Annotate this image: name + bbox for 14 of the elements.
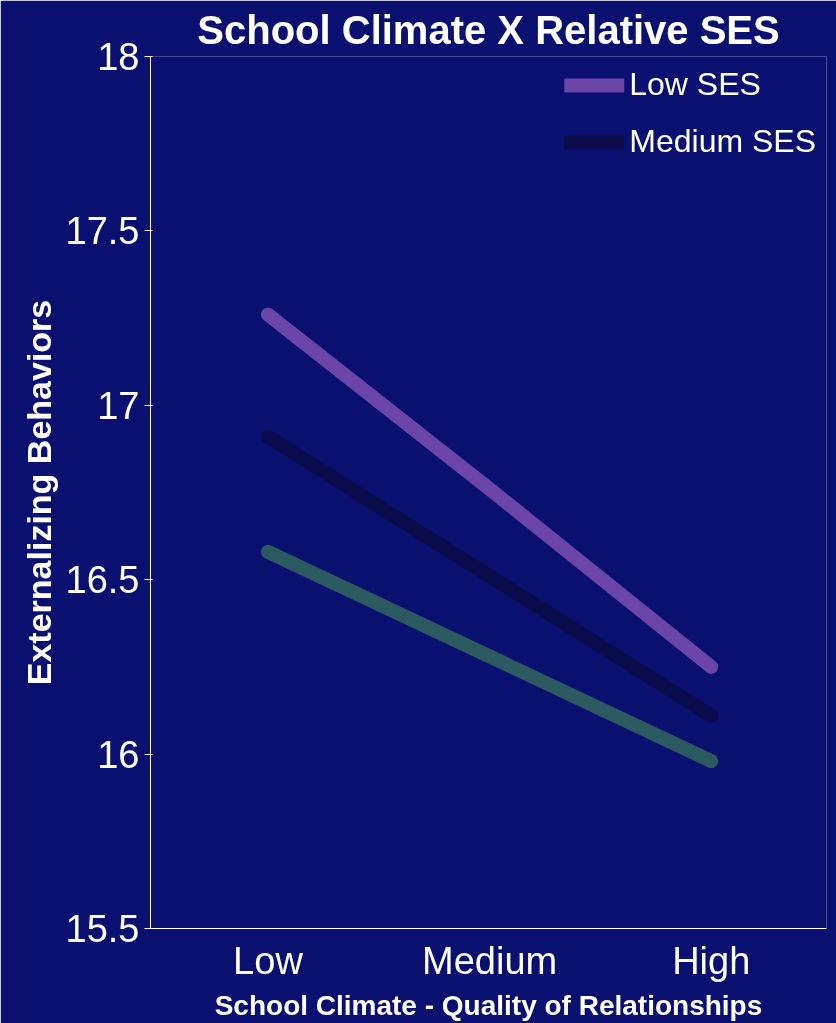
x-axis-title: School Climate - Quality of Relationships (214, 989, 763, 1021)
y-tick-label: 16 (97, 733, 140, 776)
x-tick-label: Medium (422, 939, 558, 982)
legend-label: Medium SES (629, 123, 816, 160)
chart-title: School Climate X Relative SES (197, 7, 780, 52)
y-tick-label: 17.5 (65, 210, 140, 253)
y-tick-label: 18 (97, 36, 140, 78)
y-tick-label: 15.5 (65, 908, 140, 950)
y-axis-title: Externalizing Behaviors (19, 299, 58, 686)
legend-label: Low SES (629, 66, 761, 103)
x-tick-label: Low (233, 939, 304, 982)
y-tick-label: 17 (97, 384, 140, 427)
y-tick-label: 16.5 (65, 559, 140, 602)
x-tick-label: High (672, 939, 751, 982)
